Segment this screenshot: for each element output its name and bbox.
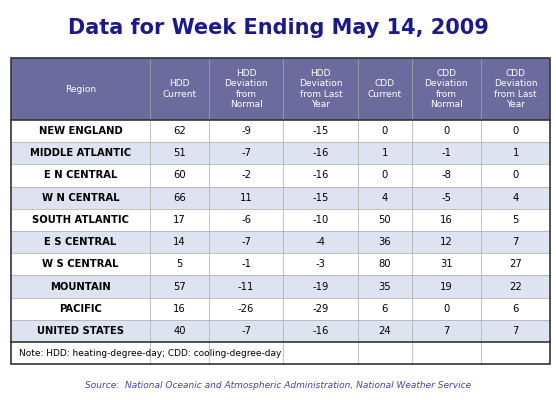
Text: 7: 7 xyxy=(513,237,519,247)
Text: -9: -9 xyxy=(241,126,251,136)
Text: 11: 11 xyxy=(240,193,252,203)
Text: 50: 50 xyxy=(379,215,391,225)
Text: -16: -16 xyxy=(312,148,329,158)
Text: HDD
Deviation
from
Normal: HDD Deviation from Normal xyxy=(224,69,268,109)
Text: -3: -3 xyxy=(316,259,326,269)
Text: 0: 0 xyxy=(513,170,519,180)
Text: 27: 27 xyxy=(509,259,522,269)
Text: 57: 57 xyxy=(173,282,186,292)
Bar xyxy=(11,120,550,142)
Text: 4: 4 xyxy=(513,193,519,203)
Text: -7: -7 xyxy=(241,326,251,336)
Bar xyxy=(11,58,550,120)
Bar xyxy=(11,209,550,231)
Text: -16: -16 xyxy=(312,326,329,336)
Text: 60: 60 xyxy=(173,170,186,180)
Bar xyxy=(11,342,550,364)
Bar xyxy=(11,253,550,275)
Text: 51: 51 xyxy=(173,148,186,158)
Text: 0: 0 xyxy=(443,126,449,136)
Text: Source:  National Oceanic and Atmospheric Administration, National Weather Servi: Source: National Oceanic and Atmospheric… xyxy=(85,382,471,390)
Text: -26: -26 xyxy=(238,304,254,314)
Bar xyxy=(11,275,550,298)
Text: 0: 0 xyxy=(513,126,519,136)
Text: 0: 0 xyxy=(382,170,388,180)
Text: 6: 6 xyxy=(513,304,519,314)
Text: 19: 19 xyxy=(440,282,453,292)
Text: 7: 7 xyxy=(513,326,519,336)
Text: -6: -6 xyxy=(241,215,251,225)
Text: 4: 4 xyxy=(382,193,388,203)
Text: 0: 0 xyxy=(382,126,388,136)
Text: UNITED STATES: UNITED STATES xyxy=(37,326,124,336)
Text: 80: 80 xyxy=(379,259,391,269)
Text: 16: 16 xyxy=(173,304,186,314)
Bar xyxy=(11,298,550,320)
Text: W S CENTRAL: W S CENTRAL xyxy=(42,259,119,269)
Text: 5: 5 xyxy=(176,259,182,269)
Text: 16: 16 xyxy=(440,215,453,225)
Text: 22: 22 xyxy=(509,282,522,292)
Text: -4: -4 xyxy=(316,237,326,247)
Text: 5: 5 xyxy=(513,215,519,225)
Text: CDD
Deviation
from
Normal: CDD Deviation from Normal xyxy=(425,69,468,109)
Text: -15: -15 xyxy=(312,126,329,136)
Text: -2: -2 xyxy=(241,170,251,180)
Text: -8: -8 xyxy=(441,170,451,180)
Text: 0: 0 xyxy=(443,304,449,314)
Text: W N CENTRAL: W N CENTRAL xyxy=(42,193,120,203)
Bar xyxy=(11,164,550,186)
Text: PACIFIC: PACIFIC xyxy=(59,304,102,314)
Text: 66: 66 xyxy=(173,193,186,203)
Bar xyxy=(11,58,550,364)
Text: E S CENTRAL: E S CENTRAL xyxy=(44,237,117,247)
Text: -15: -15 xyxy=(312,193,329,203)
Text: 17: 17 xyxy=(173,215,186,225)
Text: 35: 35 xyxy=(379,282,391,292)
Text: 6: 6 xyxy=(382,304,388,314)
Text: 24: 24 xyxy=(379,326,391,336)
Text: Data for Week Ending May 14, 2009: Data for Week Ending May 14, 2009 xyxy=(68,18,488,38)
Text: 1: 1 xyxy=(382,148,388,158)
Text: -7: -7 xyxy=(241,237,251,247)
Text: CDD
Current: CDD Current xyxy=(368,79,402,99)
Text: -29: -29 xyxy=(312,304,329,314)
Text: NEW ENGLAND: NEW ENGLAND xyxy=(39,126,122,136)
Text: -5: -5 xyxy=(441,193,451,203)
Text: 40: 40 xyxy=(173,326,186,336)
Text: -1: -1 xyxy=(241,259,251,269)
Text: 31: 31 xyxy=(440,259,453,269)
Text: MIDDLE ATLANTIC: MIDDLE ATLANTIC xyxy=(30,148,131,158)
Text: HDD
Deviation
from Last
Year: HDD Deviation from Last Year xyxy=(299,69,342,109)
Text: 36: 36 xyxy=(379,237,391,247)
Text: -10: -10 xyxy=(312,215,329,225)
Text: -1: -1 xyxy=(441,148,451,158)
Text: 62: 62 xyxy=(173,126,186,136)
Bar xyxy=(11,320,550,342)
Text: 1: 1 xyxy=(513,148,519,158)
Text: -7: -7 xyxy=(241,148,251,158)
Bar xyxy=(11,142,550,164)
Bar xyxy=(11,231,550,253)
Text: -19: -19 xyxy=(312,282,329,292)
Text: 12: 12 xyxy=(440,237,453,247)
Text: Note: HDD: heating-degree-day; CDD: cooling-degree-day: Note: HDD: heating-degree-day; CDD: cool… xyxy=(19,348,282,358)
Text: -16: -16 xyxy=(312,170,329,180)
Bar xyxy=(11,186,550,209)
Text: 14: 14 xyxy=(173,237,186,247)
Text: SOUTH ATLANTIC: SOUTH ATLANTIC xyxy=(32,215,129,225)
Text: CDD
Deviation
from Last
Year: CDD Deviation from Last Year xyxy=(494,69,538,109)
Text: MOUNTAIN: MOUNTAIN xyxy=(50,282,111,292)
Text: E N CENTRAL: E N CENTRAL xyxy=(44,170,117,180)
Text: 7: 7 xyxy=(443,326,449,336)
Text: HDD
Current: HDD Current xyxy=(162,79,196,99)
Text: -11: -11 xyxy=(238,282,254,292)
Text: Region: Region xyxy=(65,84,96,94)
